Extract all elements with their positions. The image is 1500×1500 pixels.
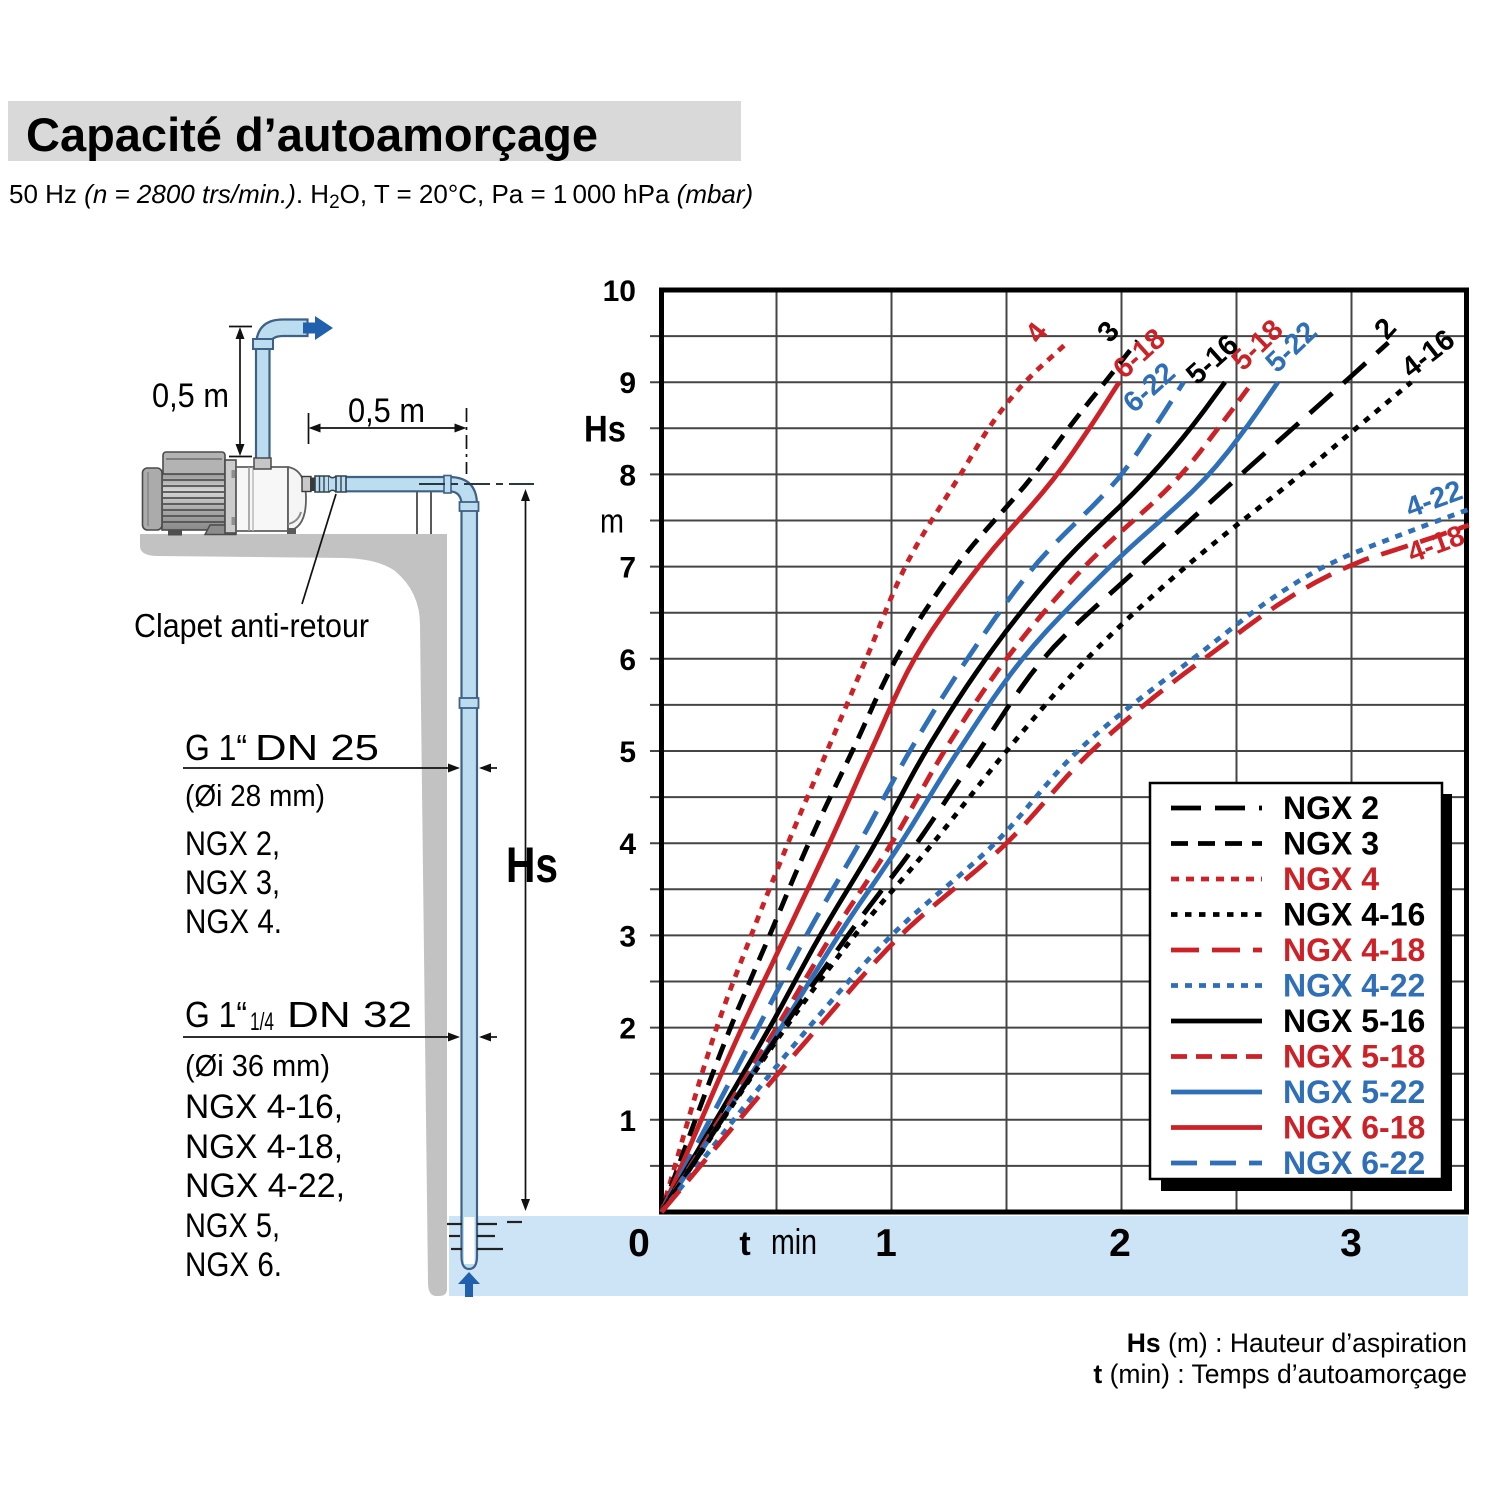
svg-text:0,5 m: 0,5 m [348, 392, 425, 430]
svg-text:NGX 4-16,: NGX 4-16, [185, 1088, 343, 1126]
svg-text:2: 2 [1109, 1222, 1131, 1265]
svg-text:NGX 4-22,: NGX 4-22, [185, 1167, 345, 1205]
svg-text:50 Hz (n = 2800 trs/min.). H2O: 50 Hz (n = 2800 trs/min.). H2O, T = 20°C… [9, 179, 753, 213]
svg-text:NGX 5-16: NGX 5-16 [1283, 1003, 1425, 1039]
svg-text:(Øi 28 mm): (Øi 28 mm) [185, 778, 325, 813]
svg-text:1/4: 1/4 [250, 1008, 274, 1036]
svg-text:4: 4 [619, 828, 636, 861]
svg-text:7: 7 [619, 552, 636, 585]
svg-text:NGX 2: NGX 2 [1283, 790, 1379, 826]
svg-text:6: 6 [619, 644, 636, 677]
svg-text:10: 10 [603, 275, 636, 308]
svg-text:m: m [600, 503, 624, 541]
svg-text:NGX 5-22: NGX 5-22 [1283, 1074, 1425, 1110]
svg-text:2: 2 [1368, 312, 1403, 345]
svg-text:NGX 4-18,: NGX 4-18, [185, 1128, 343, 1166]
svg-text:DN 32: DN 32 [287, 994, 412, 1035]
svg-text:8: 8 [619, 459, 636, 492]
svg-text:Clapet anti-retour: Clapet anti-retour [134, 607, 369, 644]
svg-text:9: 9 [619, 367, 636, 400]
svg-text:4-18: 4-18 [1403, 520, 1468, 570]
svg-text:NGX 6.: NGX 6. [185, 1246, 282, 1284]
svg-text:(Øi 36 mm): (Øi 36 mm) [185, 1048, 330, 1083]
svg-text:Capacité d’autoamorçage: Capacité d’autoamorçage [26, 108, 598, 161]
svg-text:4: 4 [1019, 317, 1054, 349]
svg-text:5: 5 [619, 736, 636, 769]
svg-text:DN 25: DN 25 [255, 727, 379, 768]
svg-text:min: min [771, 1221, 817, 1262]
svg-text:Hs: Hs [506, 837, 558, 893]
svg-text:NGX 4-18: NGX 4-18 [1283, 932, 1425, 968]
svg-text:NGX 3,: NGX 3, [185, 864, 280, 902]
svg-text:4-16: 4-16 [1396, 324, 1461, 385]
svg-text:NGX 6-18: NGX 6-18 [1283, 1110, 1425, 1146]
svg-text:4-22: 4-22 [1401, 475, 1466, 525]
svg-text:NGX 6-22: NGX 6-22 [1283, 1145, 1425, 1181]
svg-text:t: t [739, 1225, 750, 1263]
svg-text:3: 3 [619, 920, 636, 953]
svg-text:2: 2 [619, 1013, 636, 1046]
svg-text:NGX 4.: NGX 4. [185, 903, 282, 941]
svg-text:NGX 2,: NGX 2, [185, 825, 280, 863]
svg-text:3: 3 [1340, 1222, 1362, 1265]
svg-text:Hs: Hs [584, 408, 626, 449]
svg-text:NGX 5,: NGX 5, [185, 1207, 280, 1245]
svg-text:NGX 3: NGX 3 [1283, 826, 1379, 862]
svg-text:NGX 4-16: NGX 4-16 [1283, 897, 1425, 933]
svg-text:G 1“: G 1“ [185, 994, 247, 1035]
svg-text:1: 1 [619, 1105, 636, 1138]
svg-text:NGX 5-18: NGX 5-18 [1283, 1039, 1425, 1075]
svg-text:NGX 4: NGX 4 [1283, 861, 1379, 897]
svg-text:NGX 4-22: NGX 4-22 [1283, 968, 1425, 1004]
svg-text:1: 1 [875, 1222, 897, 1265]
svg-text:0,5 m: 0,5 m [152, 377, 229, 415]
svg-text:0: 0 [628, 1222, 650, 1265]
svg-text:Hs (m) : Hauteur d’aspiration: Hs (m) : Hauteur d’aspiration [1127, 1328, 1467, 1358]
svg-text:t (min) : Temps d’autoamorçage: t (min) : Temps d’autoamorçage [1093, 1359, 1467, 1389]
svg-text:G 1“: G 1“ [185, 727, 247, 768]
